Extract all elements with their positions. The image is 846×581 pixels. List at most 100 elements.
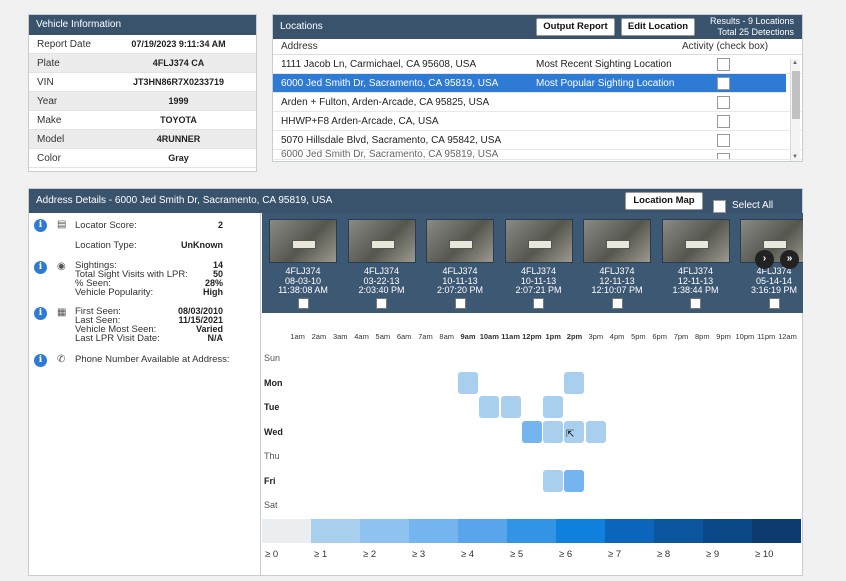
last-lpr-label: Last LPR Visit Date: [75, 333, 160, 344]
legend-label: ≥ 5 [510, 549, 524, 560]
heatmap-cell[interactable] [543, 469, 564, 492]
thumbnail-checkbox[interactable] [297, 297, 309, 309]
thumb-plate: 4FLJ374 [363, 266, 400, 276]
legend-label: ≥ 9 [706, 549, 720, 560]
last-seen-row: Last Seen: 11/15/2021 [75, 315, 223, 326]
scrollbar-thumb[interactable] [792, 71, 800, 119]
legend-label: ≥ 8 [657, 549, 671, 560]
heatmap-legend-labels: ≥ 0 ≥ 1 ≥ 2 ≥ 3 ≥ 4 ≥ 5 ≥ 6 ≥ 7 ≥ 8 ≥ 9 ≥ 10 [265, 549, 804, 560]
location-address: Arden + Fulton, Arden-Arcade, CA 95825, … [281, 96, 490, 108]
sighting-thumbnail[interactable]: 4FLJ374 10-11-13 2:07:20 PM [423, 219, 497, 309]
heatmap-cell[interactable] [543, 396, 564, 418]
location-address: 6000 Jed Smith Dr, Sacramento, CA 95819,… [281, 77, 499, 89]
location-map-button[interactable]: Location Map [625, 192, 703, 210]
output-report-button[interactable]: Output Report [536, 18, 615, 36]
activity-checkbox[interactable] [717, 58, 730, 71]
heatmap-cell[interactable] [521, 420, 542, 443]
thumb-date: 03-22-13 [363, 275, 400, 286]
activity-area: 4FLJ374 05-14-14 3:16:19 PM 4FLJ374 12-11-13… [262, 213, 803, 576]
vehicle-field-label: Report Date [37, 38, 91, 50]
vehicle-photo[interactable] [504, 219, 573, 263]
location-row[interactable]: 5070 Hillsdale Blvd, Sacramento, CA 9584… [273, 131, 802, 150]
activity-checkbox[interactable] [717, 153, 730, 159]
vehicle-field-value: 4RUNNER [156, 134, 201, 144]
thumb-plate: 4FLJ374 [599, 266, 635, 276]
legend-label: ≥ 10 [755, 549, 774, 560]
scroll-down-icon[interactable]: ▼ [792, 154, 798, 160]
legend-swatch [311, 519, 360, 543]
legend-swatch [507, 519, 556, 543]
clipboard-icon: ▤ [57, 219, 67, 230]
phone-row: Phone Number Available at Address: [75, 355, 255, 365]
heatmap-cell[interactable] [564, 371, 585, 394]
info-icon[interactable]: i [34, 307, 47, 320]
activity-checkbox[interactable] [717, 96, 730, 109]
hour-label: 3pm [588, 332, 604, 341]
location-row[interactable]: 6000 Jed Smith Dr, Sacramento, CA 95819,… [273, 150, 802, 160]
sighting-thumbnail[interactable]: 4FLJ374 12-11-13 12:10:07 PM [580, 219, 654, 309]
location-row[interactable]: Arden + Fulton, Arden-Arcade, CA 95825, … [273, 93, 802, 112]
heatmap-cell[interactable] [500, 396, 521, 418]
last-arrow-icon[interactable]: » [780, 250, 799, 269]
heatmap-cell[interactable] [479, 396, 500, 418]
day-label: Thu [264, 451, 280, 461]
day-label: Fri [264, 475, 276, 486]
hour-label: 9pm [716, 332, 731, 341]
edit-location-button[interactable]: Edit Location [621, 18, 695, 36]
vehicle-field-label: Color [37, 152, 61, 164]
legend-swatch [556, 519, 605, 543]
thumb-date: 08-03-10 [284, 275, 322, 286]
select-all-label: Select All [732, 200, 774, 211]
thumb-date: 10-11-13 [442, 275, 478, 286]
vehicle-info-table: Report Date 07/19/2023 9:11:34 AM Plate 4FL… [29, 35, 256, 168]
vehicle-field-label: Plate [37, 57, 60, 69]
thumbnail-checkbox[interactable] [768, 297, 780, 309]
heatmap-cell[interactable] [543, 420, 564, 443]
location-address: HHWP+F8 Arden-Arcade, CA, USA [281, 115, 439, 127]
vehicle-field-value: 1999 [168, 96, 189, 106]
info-icon[interactable]: i [34, 261, 47, 274]
thumbnail-checkbox[interactable] [533, 297, 544, 309]
vehicle-field-label: Model [37, 133, 65, 145]
vehicle-photo[interactable] [583, 219, 651, 263]
vehicle-photo[interactable] [661, 219, 730, 263]
thumb-plate: 4FLJ374 [520, 266, 557, 276]
sighting-thumbnail[interactable]: 4FLJ374 10-11-13 2:07:21 PM [502, 219, 576, 309]
thumbnail-checkbox[interactable] [690, 297, 701, 309]
info-icon[interactable]: i [34, 354, 47, 367]
thumbnail-checkbox[interactable] [454, 297, 466, 309]
vehicle-photo[interactable] [269, 219, 337, 263]
activity-checkbox[interactable] [717, 115, 730, 128]
vehicle-info-row: VIN JT3HN86R7X0233719 [29, 73, 256, 92]
heatmap-cell[interactable] [564, 469, 585, 492]
hour-label: 5pm [631, 332, 646, 341]
vehicle-photo[interactable] [426, 219, 494, 263]
sighting-thumbnail[interactable]: 4FLJ374 12-11-13 1:38:44 PM [659, 219, 733, 309]
next-arrow-icon[interactable]: › [755, 250, 774, 269]
info-icon[interactable]: i [34, 219, 47, 232]
location-row[interactable]: 6000 Jed Smith Dr, Sacramento, CA 95819,… [273, 74, 786, 93]
thumbnail-checkbox[interactable] [376, 297, 387, 309]
thumbnail-checkbox[interactable] [611, 297, 623, 309]
select-all[interactable]: Select All [713, 194, 773, 218]
heatmap-cell[interactable] [457, 371, 478, 394]
heatmap-cell[interactable] [585, 420, 606, 443]
heatmap-cell[interactable] [564, 420, 585, 443]
last-lpr-value: N/A [207, 333, 224, 343]
thumb-date: 05-14-14 [755, 275, 793, 286]
sighting-thumbnail[interactable]: 4FLJ374 08-03-10 11:38:08 AM [266, 219, 340, 309]
select-all-checkbox[interactable] [713, 199, 726, 213]
pct-seen-value: 28% [204, 278, 223, 288]
vehicle-photo[interactable] [347, 219, 416, 263]
activity-checkbox[interactable] [717, 77, 730, 90]
activity-checkbox[interactable] [717, 134, 730, 147]
location-row[interactable]: HHWP+F8 Arden-Arcade, CA, USA [273, 112, 802, 131]
locations-scrollbar[interactable]: ▲ ▼ [790, 59, 800, 161]
hour-label: 8pm [694, 332, 710, 341]
hour-label: 2am [311, 332, 327, 341]
sighting-thumbnail[interactable]: 4FLJ374 03-22-13 2:03:40 PM [345, 219, 419, 309]
popularity-label: Vehicle Popularity: [75, 287, 154, 298]
eye-icon: ◉ [57, 261, 66, 272]
scroll-up-icon[interactable]: ▲ [792, 60, 798, 66]
location-row[interactable]: 1111 Jacob Ln, Carmichael, CA 95608, USA… [273, 55, 802, 74]
